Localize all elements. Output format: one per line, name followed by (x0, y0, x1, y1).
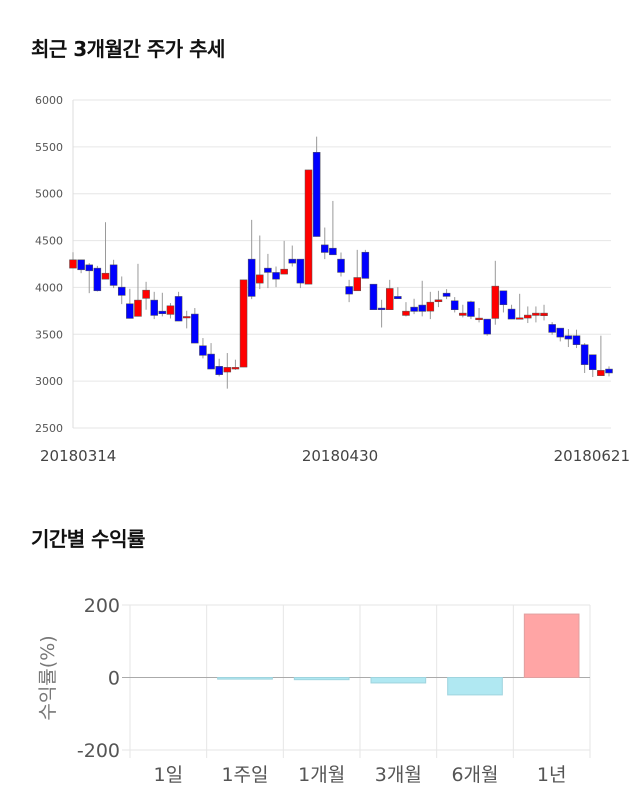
y-tick-label: -200 (77, 740, 120, 762)
y-axis-label: 수익률(%) (37, 635, 59, 720)
candle-body (589, 354, 597, 370)
candle-body (109, 264, 118, 286)
candle-body (572, 335, 581, 345)
candle-body (459, 312, 467, 316)
candle-body (491, 285, 500, 319)
price-trend-title: 최근 3개월간 주가 추세 (31, 37, 225, 61)
candle-body (548, 324, 556, 333)
candle-body (499, 290, 508, 306)
candle-body (524, 314, 532, 319)
x-category-label: 1주일 (221, 764, 268, 786)
candle-body (215, 366, 223, 375)
candle-body (507, 308, 516, 320)
candle-body (402, 310, 410, 316)
candle-body (369, 283, 378, 310)
candle-body (77, 259, 85, 271)
candle-body (134, 299, 142, 317)
candle-body (434, 299, 443, 303)
return-bar (447, 677, 503, 696)
candle-body (361, 251, 370, 279)
candle-body (540, 312, 548, 316)
y-tick-label: 0 (108, 668, 120, 690)
period-return-title: 기간별 수익률 (31, 527, 145, 551)
candle-body (410, 306, 418, 312)
x-category-label: 1개월 (298, 764, 345, 786)
candle-body (150, 299, 158, 316)
candle-body (385, 288, 394, 310)
candle-body (288, 258, 297, 264)
y-tick-label: 3000 (35, 375, 63, 388)
candle-body (312, 152, 321, 237)
candlestick-chart: 6000 5500 5000 4500 4000 3500 3000 2500 20180314… (35, 94, 630, 465)
candle-body (442, 292, 451, 297)
candle-body (321, 244, 329, 253)
y-tick-label: 6000 (35, 94, 63, 107)
candle-body (394, 296, 402, 300)
candle-body (467, 301, 475, 317)
candle-body (142, 289, 150, 299)
y-tick-label: 200 (84, 595, 120, 617)
candle-body (475, 317, 483, 321)
x-category-label: 3개월 (375, 764, 422, 786)
candle-body (191, 313, 199, 344)
return-bar (523, 613, 580, 678)
y-tick-label: 2500 (35, 422, 63, 435)
candle-body (126, 303, 134, 319)
candle-body (329, 247, 337, 256)
candle-body (426, 301, 435, 312)
candle-body (280, 268, 288, 275)
candle-body (450, 300, 459, 310)
candle-body (166, 305, 175, 315)
candle-body (207, 353, 215, 370)
candle-body (69, 259, 77, 269)
candle-body (597, 370, 605, 376)
candle-body (93, 267, 102, 292)
candle-body (377, 307, 386, 310)
x-tick-label: 20180430 (302, 447, 378, 465)
x-category-label: 1년 (537, 764, 567, 786)
candle-body (483, 318, 491, 335)
candle-body (353, 277, 361, 292)
candle-body (256, 274, 264, 284)
x-tick-label: 20180621 (554, 447, 630, 465)
candle-body (247, 258, 256, 297)
candle-body (556, 327, 565, 338)
y-tick-label: 4000 (35, 281, 63, 294)
candle-body (418, 304, 426, 312)
y-tick-label: 4500 (35, 235, 63, 248)
candle-body (515, 317, 524, 320)
candle-body (101, 272, 110, 280)
return-bar (293, 677, 350, 681)
candle-body (304, 169, 313, 285)
x-tick-label: 20180314 (40, 447, 116, 465)
candle-body (532, 312, 540, 316)
return-bar (217, 677, 273, 680)
candle-body (605, 368, 613, 374)
x-category-label: 6개월 (451, 764, 498, 786)
x-category-label: 1일 (154, 764, 184, 786)
candle-body (85, 264, 93, 272)
candle-body (580, 344, 589, 365)
y-tick-label: 5500 (35, 141, 63, 154)
candle-body (174, 296, 183, 322)
candle-body (199, 345, 207, 356)
candle-body (337, 258, 345, 273)
candle-body (564, 335, 573, 340)
candle-body (272, 272, 280, 280)
return-bar (370, 677, 427, 684)
candle-body (231, 367, 240, 370)
candle-body (158, 310, 167, 315)
candle-body (296, 258, 305, 284)
candle-body (239, 279, 248, 368)
candle-body (117, 286, 126, 296)
candle-body (182, 316, 191, 319)
y-tick-label: 5000 (35, 188, 63, 201)
candle-body (264, 267, 272, 273)
candle-body (223, 367, 232, 373)
y-tick-label: 3500 (35, 328, 63, 341)
candle-body (345, 286, 353, 295)
